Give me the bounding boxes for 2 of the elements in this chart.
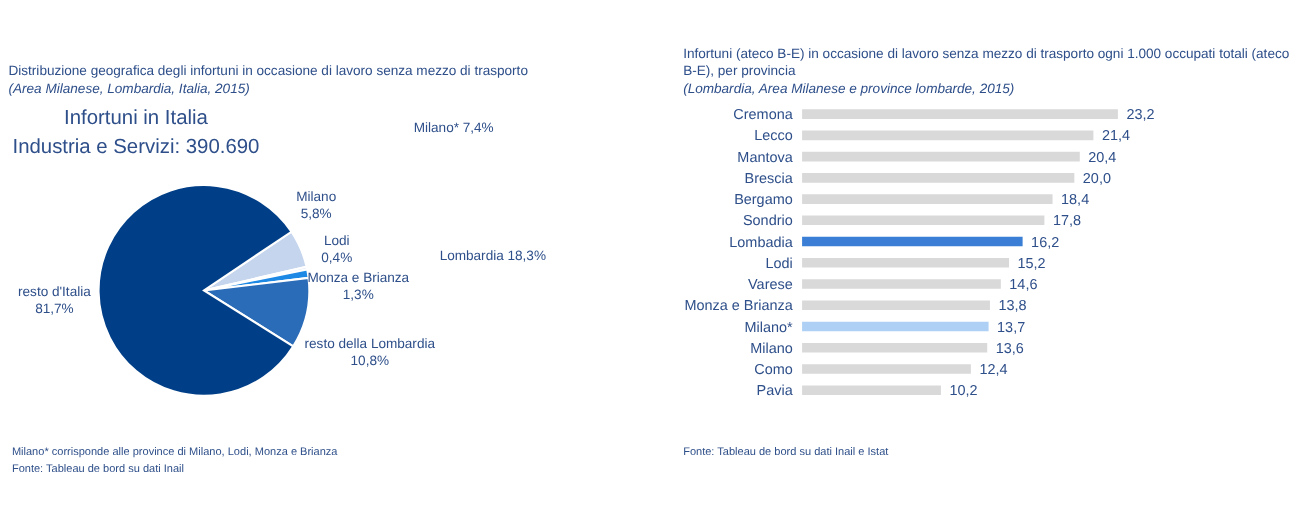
text: Industria e Servizi: 390.690	[12, 136, 261, 159]
text: Infortuni in Italia	[64, 107, 209, 130]
